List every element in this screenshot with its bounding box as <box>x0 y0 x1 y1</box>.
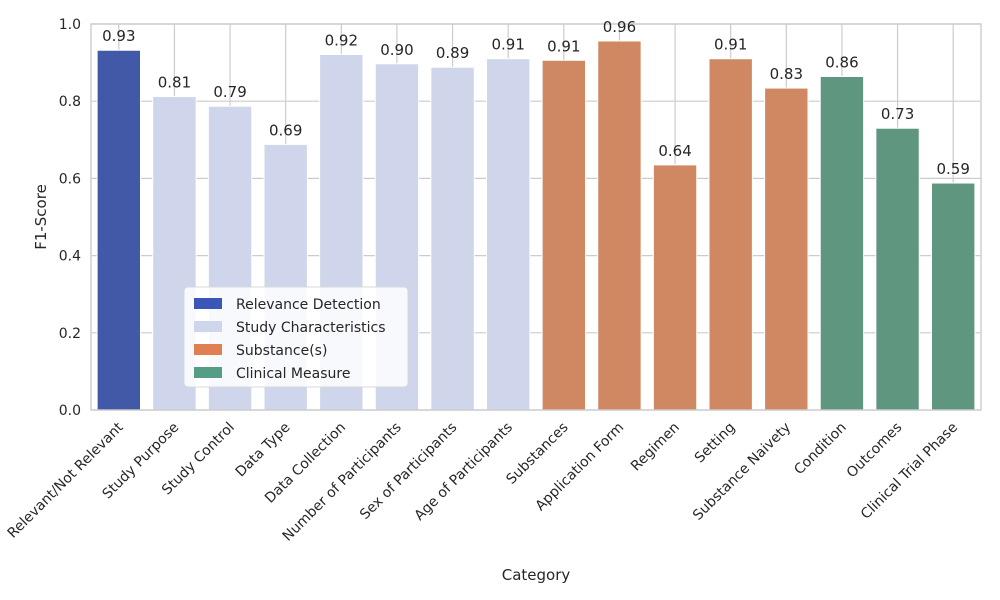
data-label: 0.89 <box>436 44 469 62</box>
data-labels: 0.93 0.81 0.79 0.69 0.92 0.90 0.89 0.91 0.91 0.96… <box>102 18 970 178</box>
bar <box>597 40 642 411</box>
x-tick-label: Regimen <box>628 420 683 475</box>
data-label: 0.59 <box>936 160 969 178</box>
legend: Relevance Detection Study Characteristics… <box>183 286 409 388</box>
data-label: 0.81 <box>158 74 191 92</box>
bar <box>541 59 587 411</box>
bar <box>764 87 809 411</box>
x-tick-label: Sex of Participants <box>357 420 460 523</box>
legend-entry: Relevance Detection <box>236 297 381 313</box>
x-tick-label: Substance Naivety <box>690 420 794 524</box>
y-tick-labels: 0.0 0.2 0.4 0.6 0.8 1.0 <box>59 17 81 419</box>
data-label: 0.90 <box>380 41 413 59</box>
legend-swatch <box>194 298 222 309</box>
data-label: 0.64 <box>658 142 691 160</box>
y-tick-label: 1.0 <box>59 17 81 33</box>
data-label: 0.93 <box>102 27 135 45</box>
x-axis-label: Category <box>502 566 571 584</box>
x-tick-label: Relevant/Not Relevant <box>5 419 127 541</box>
data-label: 0.83 <box>770 65 803 83</box>
data-label: 0.91 <box>547 37 580 55</box>
legend-entry: Study Characteristics <box>236 320 386 336</box>
x-tick-label: Data Type <box>233 420 294 481</box>
data-label: 0.91 <box>714 36 747 54</box>
legend-swatch <box>194 344 222 355</box>
bar <box>485 58 531 411</box>
bar <box>708 58 753 411</box>
x-tick-label: Setting <box>692 420 739 467</box>
x-tick-label: Clinical Trial Phase <box>858 420 961 523</box>
bar <box>96 49 142 411</box>
legend-box <box>183 286 409 388</box>
bar <box>430 66 475 411</box>
y-tick-label: 0.0 <box>59 403 81 419</box>
data-label: 0.69 <box>269 121 302 139</box>
data-label: 0.92 <box>325 31 358 49</box>
x-tick-label: Condition <box>791 420 850 479</box>
legend-swatch <box>194 321 222 332</box>
bar <box>930 182 976 411</box>
bar <box>875 127 920 411</box>
plot-frame <box>90 23 982 411</box>
y-tick-label: 0.8 <box>59 94 81 110</box>
y-tick-label: 0.6 <box>59 171 81 187</box>
y-tick-label: 0.4 <box>59 249 81 265</box>
data-label: 0.73 <box>881 105 914 123</box>
legend-swatch <box>194 367 222 378</box>
x-tick-label: Age of Participants <box>412 420 516 524</box>
bar <box>652 164 698 411</box>
legend-entry: Clinical Measure <box>236 366 350 382</box>
data-label: 0.79 <box>213 83 246 101</box>
y-tick-label: 0.2 <box>59 326 81 342</box>
data-label: 0.91 <box>491 36 524 54</box>
y-axis-label: F1-Score <box>32 184 50 250</box>
legend-entry: Substance(s) <box>236 343 327 359</box>
data-label: 0.86 <box>825 53 858 71</box>
bar <box>819 75 865 411</box>
data-label: 0.96 <box>603 18 636 36</box>
